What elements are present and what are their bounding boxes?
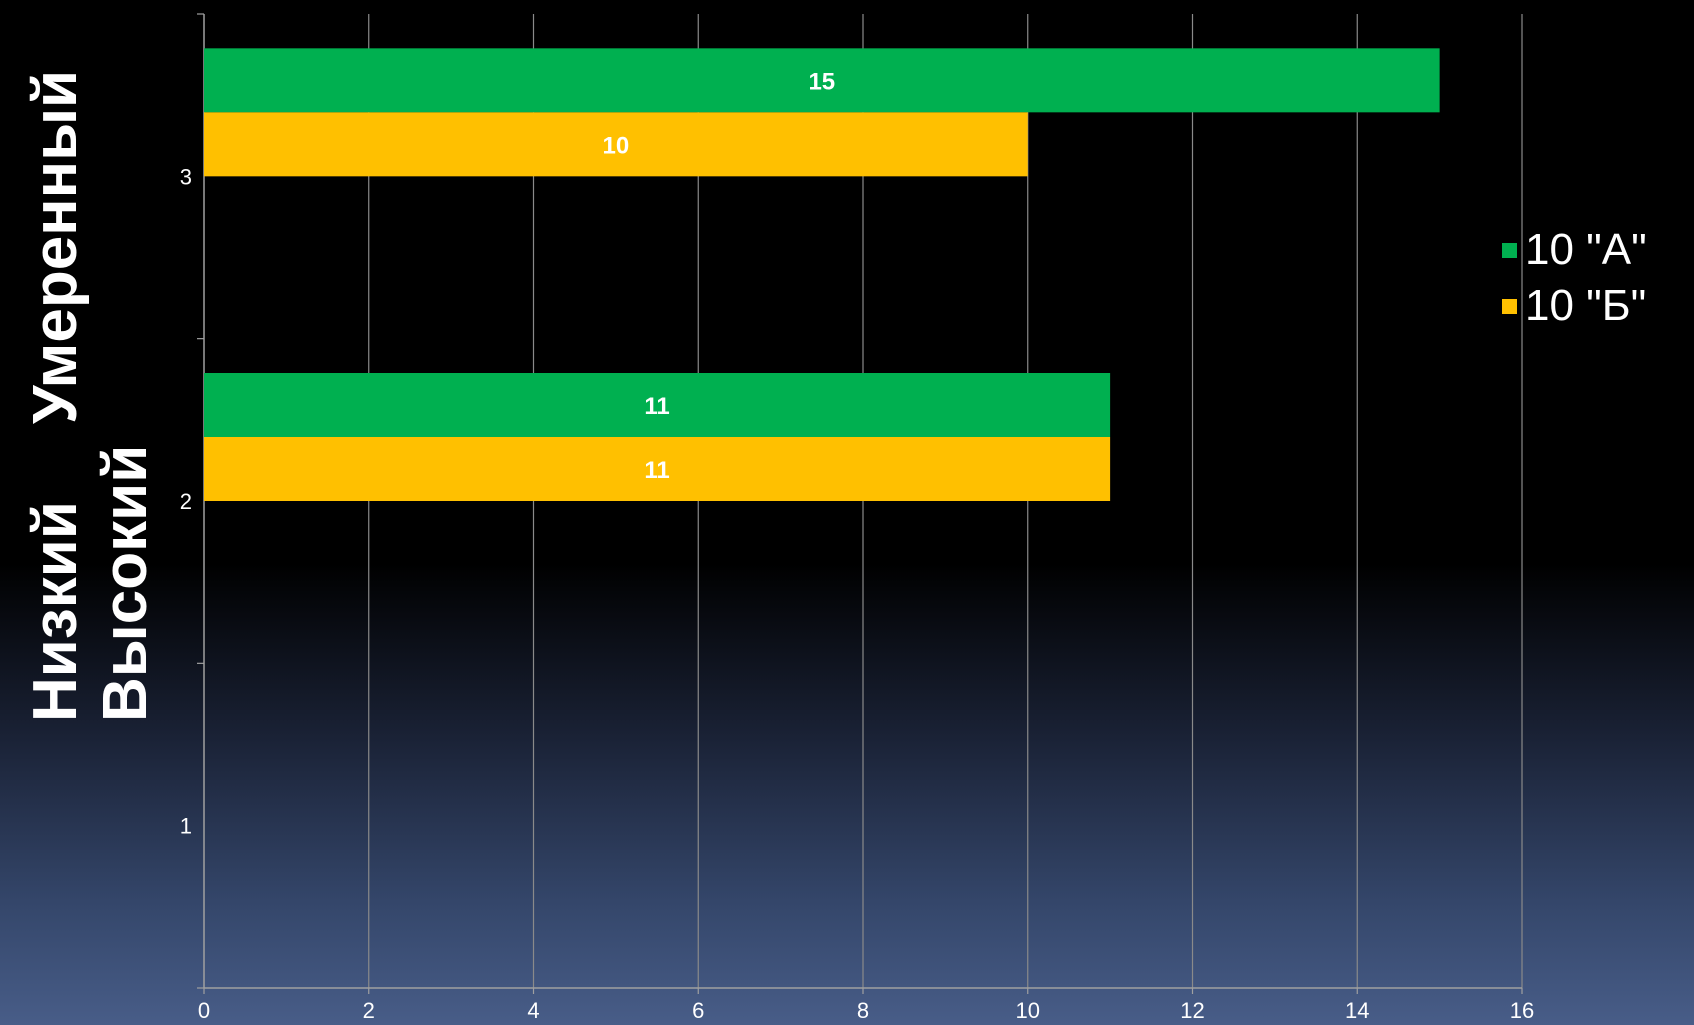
- x-tick-label: 8: [857, 998, 869, 1023]
- x-tick-label: 4: [527, 998, 539, 1023]
- y-axis-word-high: Высокий: [91, 444, 160, 722]
- y-tick-label: 1: [180, 814, 192, 839]
- y-axis-word-low: Низкий: [21, 501, 90, 722]
- legend-label-a: 10 "А": [1525, 225, 1647, 274]
- x-tick-label: 0: [198, 998, 210, 1023]
- bar: [204, 48, 1440, 113]
- x-tick-label: 12: [1180, 998, 1204, 1023]
- x-tick-label: 10: [1016, 998, 1040, 1023]
- legend-swatch-a: [1502, 242, 1517, 258]
- y-tick-label: 2: [180, 489, 192, 514]
- legend-item-a: 10 "А": [1502, 222, 1647, 278]
- bar: [204, 112, 1028, 177]
- bar-value-label: 15: [808, 68, 835, 95]
- x-tick-label: 14: [1345, 998, 1369, 1023]
- bar: [204, 437, 1111, 501]
- x-tick-label: 2: [363, 998, 375, 1023]
- bars: [204, 48, 1440, 501]
- x-tick-label: 6: [692, 998, 704, 1023]
- legend-swatch-b: [1502, 298, 1517, 314]
- bar-value-label: 11: [644, 393, 669, 420]
- bar: [204, 373, 1111, 437]
- y-tick-label: 3: [180, 164, 192, 189]
- bar-value-label: 10: [603, 132, 630, 159]
- y-axis-word-moderate: Умеренный: [21, 69, 90, 424]
- legend-label-b: 10 "Б": [1525, 281, 1647, 330]
- legend: 10 "А" 10 "Б": [1502, 222, 1647, 334]
- bar-value-label: 11: [644, 457, 669, 484]
- x-tick-label: 16: [1510, 998, 1534, 1023]
- legend-item-b: 10 "Б": [1502, 278, 1647, 334]
